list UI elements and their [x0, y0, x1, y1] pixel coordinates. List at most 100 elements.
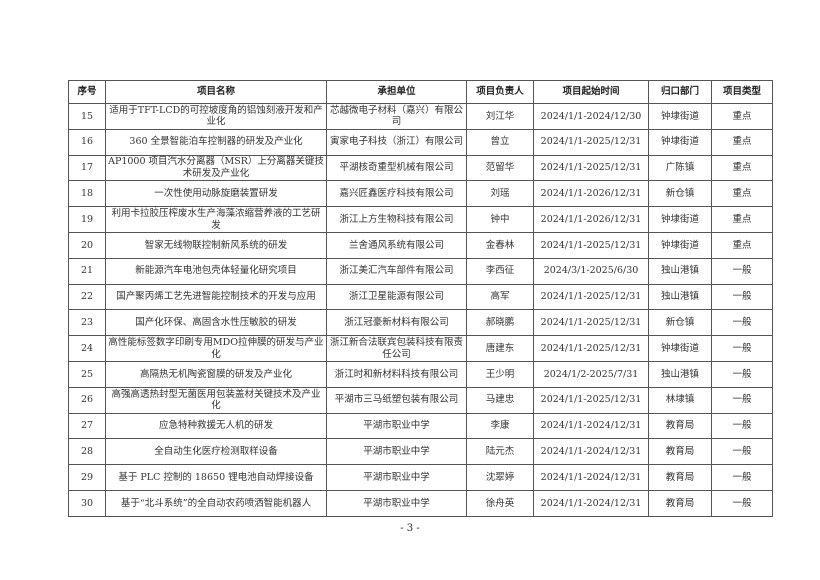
cell-project-name: 新能源汽车电池包壳体轻量化研究项目 — [105, 257, 327, 285]
cell-project-name: 国产聚丙烯工艺先进智能控制技术的开发与应用 — [105, 283, 327, 311]
cell-period: 2024/1/1-2025/12/31 — [533, 128, 649, 156]
cell-organization: 浙江上方生物科技有限公司 — [326, 206, 467, 233]
cell-leader: 马建忠 — [466, 386, 534, 414]
cell-type: 一般 — [711, 309, 773, 337]
cell-project-name: 国产化环保、高固含水性压敏胶的研发 — [105, 309, 327, 337]
header-period: 项目起始时间 — [533, 80, 649, 104]
cell-type: 一般 — [711, 412, 773, 440]
cell-department: 独山港镇 — [648, 360, 712, 388]
cell-period: 2024/1/1-2024/12/31 — [533, 489, 649, 517]
cell-period: 2024/1/1-2025/12/31 — [533, 309, 649, 337]
cell-leader: 李西征 — [466, 257, 534, 285]
header-seq: 序号 — [68, 80, 106, 104]
cell-organization: 平湖核奇重型机械有限公司 — [326, 154, 467, 182]
table-row: 22 国产聚丙烯工艺先进智能控制技术的开发与应用 浙江卫星能源有限公司 高军 2024/… — [68, 283, 773, 311]
cell-organization: 浙江时和新材料科技有限公司 — [326, 360, 467, 388]
cell-period: 2024/1/1-2024/12/30 — [533, 103, 649, 130]
cell-period: 2024/1/1-2025/12/31 — [533, 386, 649, 414]
cell-organization: 浙江卫星能源有限公司 — [326, 283, 467, 311]
cell-type: 一般 — [711, 438, 773, 466]
cell-type: 重点 — [711, 180, 773, 208]
cell-project-name: 基于 PLC 控制的 18650 锂电池自动焊接设备 — [105, 464, 327, 491]
cell-department: 教育局 — [648, 464, 712, 491]
cell-department: 钟埭街道 — [648, 206, 712, 233]
cell-department: 钟埭街道 — [648, 103, 712, 130]
cell-department: 林埭镇 — [648, 386, 712, 414]
cell-organization: 浙江冠豪新材料有限公司 — [326, 309, 467, 337]
cell-leader: 高军 — [466, 283, 534, 311]
cell-period: 2024/1/1-2025/12/31 — [533, 154, 649, 182]
cell-type: 一般 — [711, 257, 773, 285]
table-row: 16 360 全景智能泊车控制器的研发及产业化 寅家电子科技（浙江）有限公司 曾立 20… — [68, 128, 773, 156]
cell-department: 教育局 — [648, 438, 712, 466]
table-row: 30 基于“北斗系统”的全自动农药喷洒智能机器人 平湖市职业中学 徐舟英 2024/1/… — [68, 489, 773, 517]
table-header-row: 序号 项目名称 承担单位 项目负责人 项目起始时间 归口部门 项目类型 — [68, 80, 773, 104]
cell-leader: 钟中 — [466, 206, 534, 233]
cell-department: 教育局 — [648, 489, 712, 517]
table-row: 15 适用于TFT-LCD的可控坡度角的铝蚀刻液开发和产业化 芯越微电子材料（嘉兴）… — [68, 103, 773, 130]
project-table: 序号 项目名称 承担单位 项目负责人 项目起始时间 归口部门 项目类型 15 适用于TFT-L… — [68, 80, 773, 517]
cell-seq: 29 — [68, 464, 106, 491]
cell-project-name: 全自动生化医疗检测取样设备 — [105, 438, 327, 466]
header-department: 归口部门 — [648, 80, 712, 104]
table-row: 29 基于 PLC 控制的 18650 锂电池自动焊接设备 平湖市职业中学 沈翠婷 20… — [68, 464, 773, 491]
cell-seq: 18 — [68, 180, 106, 208]
cell-seq: 22 — [68, 283, 106, 311]
cell-period: 2024/1/1-2025/12/31 — [533, 231, 649, 259]
cell-type: 一般 — [711, 489, 773, 517]
cell-leader: 王少明 — [466, 360, 534, 388]
header-leader: 项目负责人 — [466, 80, 534, 104]
cell-department: 钟埭街道 — [648, 231, 712, 259]
cell-seq: 24 — [68, 335, 106, 362]
cell-period: 2024/1/1-2024/12/31 — [533, 464, 649, 491]
table-row: 18 一次性使用动脉旋磨装置研发 嘉兴匠鑫医疗科技有限公司 刘瑶 2024/1/1-20… — [68, 180, 773, 208]
cell-leader: 陆元杰 — [466, 438, 534, 466]
cell-organization: 芯越微电子材料（嘉兴）有限公司 — [326, 103, 467, 130]
cell-period: 2024/1/1-2024/12/31 — [533, 412, 649, 440]
cell-department: 新仓镇 — [648, 309, 712, 337]
cell-project-name: 高隔热无机陶瓷窗膜的研发及产业化 — [105, 360, 327, 388]
cell-leader: 金春林 — [466, 231, 534, 259]
cell-leader: 范留华 — [466, 154, 534, 182]
table-row: 28 全自动生化医疗检测取样设备 平湖市职业中学 陆元杰 2024/1/1-2024/1… — [68, 438, 773, 466]
cell-organization: 平湖市职业中学 — [326, 438, 467, 466]
cell-department: 新仓镇 — [648, 180, 712, 208]
table-row: 17 AP1000 项目汽水分离器（MSR）上分离器关键技术研发及产业化 平湖核奇重… — [68, 154, 773, 182]
cell-period: 2024/1/1-2025/12/31 — [533, 283, 649, 311]
cell-type: 重点 — [711, 154, 773, 182]
cell-leader: 徐舟英 — [466, 489, 534, 517]
cell-seq: 30 — [68, 489, 106, 517]
cell-organization: 平湖市职业中学 — [326, 412, 467, 440]
cell-organization: 浙江新合法联宾包装科技有限责任公司 — [326, 335, 467, 362]
cell-period: 2024/1/1-2024/12/31 — [533, 438, 649, 466]
table-row: 21 新能源汽车电池包壳体轻量化研究项目 浙江美汇汽车部件有限公司 李西征 2024/3… — [68, 257, 773, 285]
cell-seq: 28 — [68, 438, 106, 466]
cell-period: 2024/3/1-2025/6/30 — [533, 257, 649, 285]
cell-seq: 19 — [68, 206, 106, 233]
cell-seq: 23 — [68, 309, 106, 337]
cell-type: 一般 — [711, 360, 773, 388]
cell-seq: 26 — [68, 386, 106, 414]
cell-organization: 平湖市三马纸塑包装有限公司 — [326, 386, 467, 414]
cell-type: 重点 — [711, 206, 773, 233]
cell-type: 一般 — [711, 386, 773, 414]
cell-leader: 曾立 — [466, 128, 534, 156]
table-row: 26 高强高透热封型无菌医用包装盖材关键技术及产业化 平湖市三马纸塑包装有限公司 马建… — [68, 386, 773, 414]
cell-type: 一般 — [711, 464, 773, 491]
cell-organization: 兰舍通风系统有限公司 — [326, 231, 467, 259]
cell-leader: 刘瑶 — [466, 180, 534, 208]
cell-project-name: 基于“北斗系统”的全自动农药喷洒智能机器人 — [105, 489, 327, 517]
cell-project-name: 智家无线物联控制新风系统的研发 — [105, 231, 327, 259]
cell-organization: 寅家电子科技（浙江）有限公司 — [326, 128, 467, 156]
table-row: 23 国产化环保、高固含水性压敏胶的研发 浙江冠豪新材料有限公司 郝晓鹏 2024/1/… — [68, 309, 773, 337]
cell-seq: 16 — [68, 128, 106, 156]
header-project-name: 项目名称 — [105, 80, 327, 104]
cell-department: 钟埭街道 — [648, 335, 712, 362]
cell-type: 重点 — [711, 128, 773, 156]
cell-period: 2024/1/2-2025/7/31 — [533, 360, 649, 388]
cell-seq: 15 — [68, 103, 106, 130]
cell-project-name: 利用卡拉胶压榨废水生产海藻浓缩营养液的工艺研发 — [105, 206, 327, 233]
cell-leader: 李康 — [466, 412, 534, 440]
cell-leader: 沈翠婷 — [466, 464, 534, 491]
page-number: - 3 - — [400, 523, 420, 534]
